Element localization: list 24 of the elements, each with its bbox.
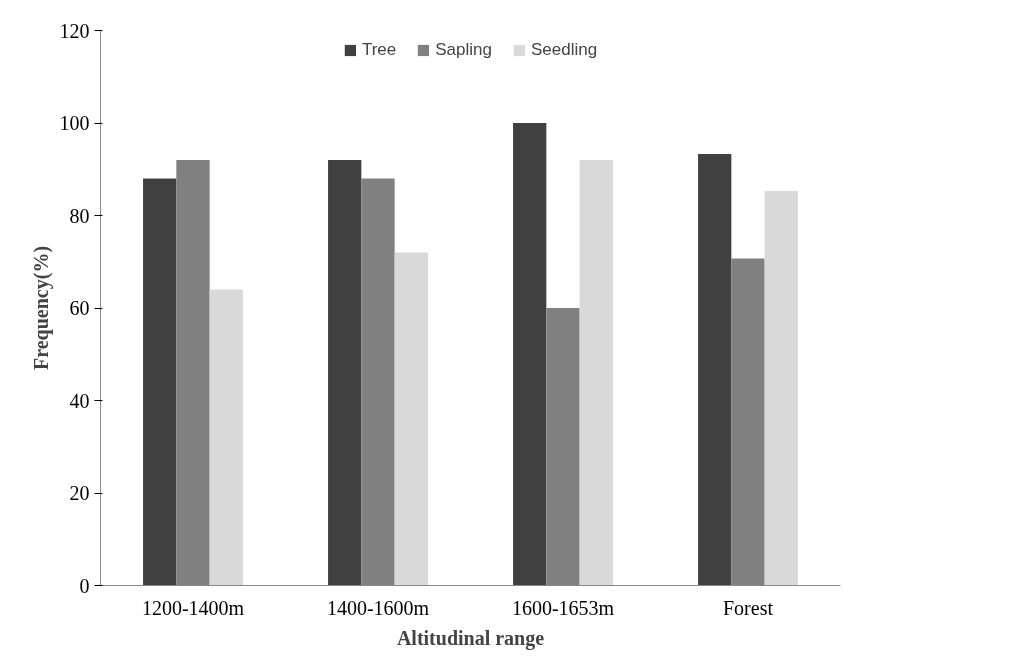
bar (513, 123, 547, 586)
legend-label: Sapling (435, 40, 492, 60)
bar (764, 190, 798, 586)
bar (698, 153, 732, 586)
bar (328, 160, 362, 586)
legend-label: Tree (361, 40, 397, 60)
x-tick-label: 1600-1653m (511, 596, 615, 619)
bar (579, 160, 613, 586)
y-tick-label: 40 (69, 389, 90, 412)
x-tick-label: Forest (723, 596, 774, 619)
x-axis-title: Altitudinal range (396, 626, 545, 650)
legend-label: Seedling (530, 40, 598, 60)
bar (209, 289, 243, 586)
y-tick-label: 100 (59, 112, 90, 134)
bar (143, 178, 177, 586)
y-tick-label: 120 (59, 19, 90, 42)
x-tick-label: 1400-1600m (326, 596, 430, 619)
y-tick-label: 80 (69, 204, 90, 227)
y-axis-title: Frequency(%) (29, 245, 53, 371)
bar (394, 252, 428, 586)
y-tick-label: 0 (79, 574, 90, 597)
y-tick-label: 20 (69, 482, 90, 504)
x-tick-label: 1200-1400m (141, 596, 245, 619)
y-tick-label: 60 (69, 297, 90, 319)
